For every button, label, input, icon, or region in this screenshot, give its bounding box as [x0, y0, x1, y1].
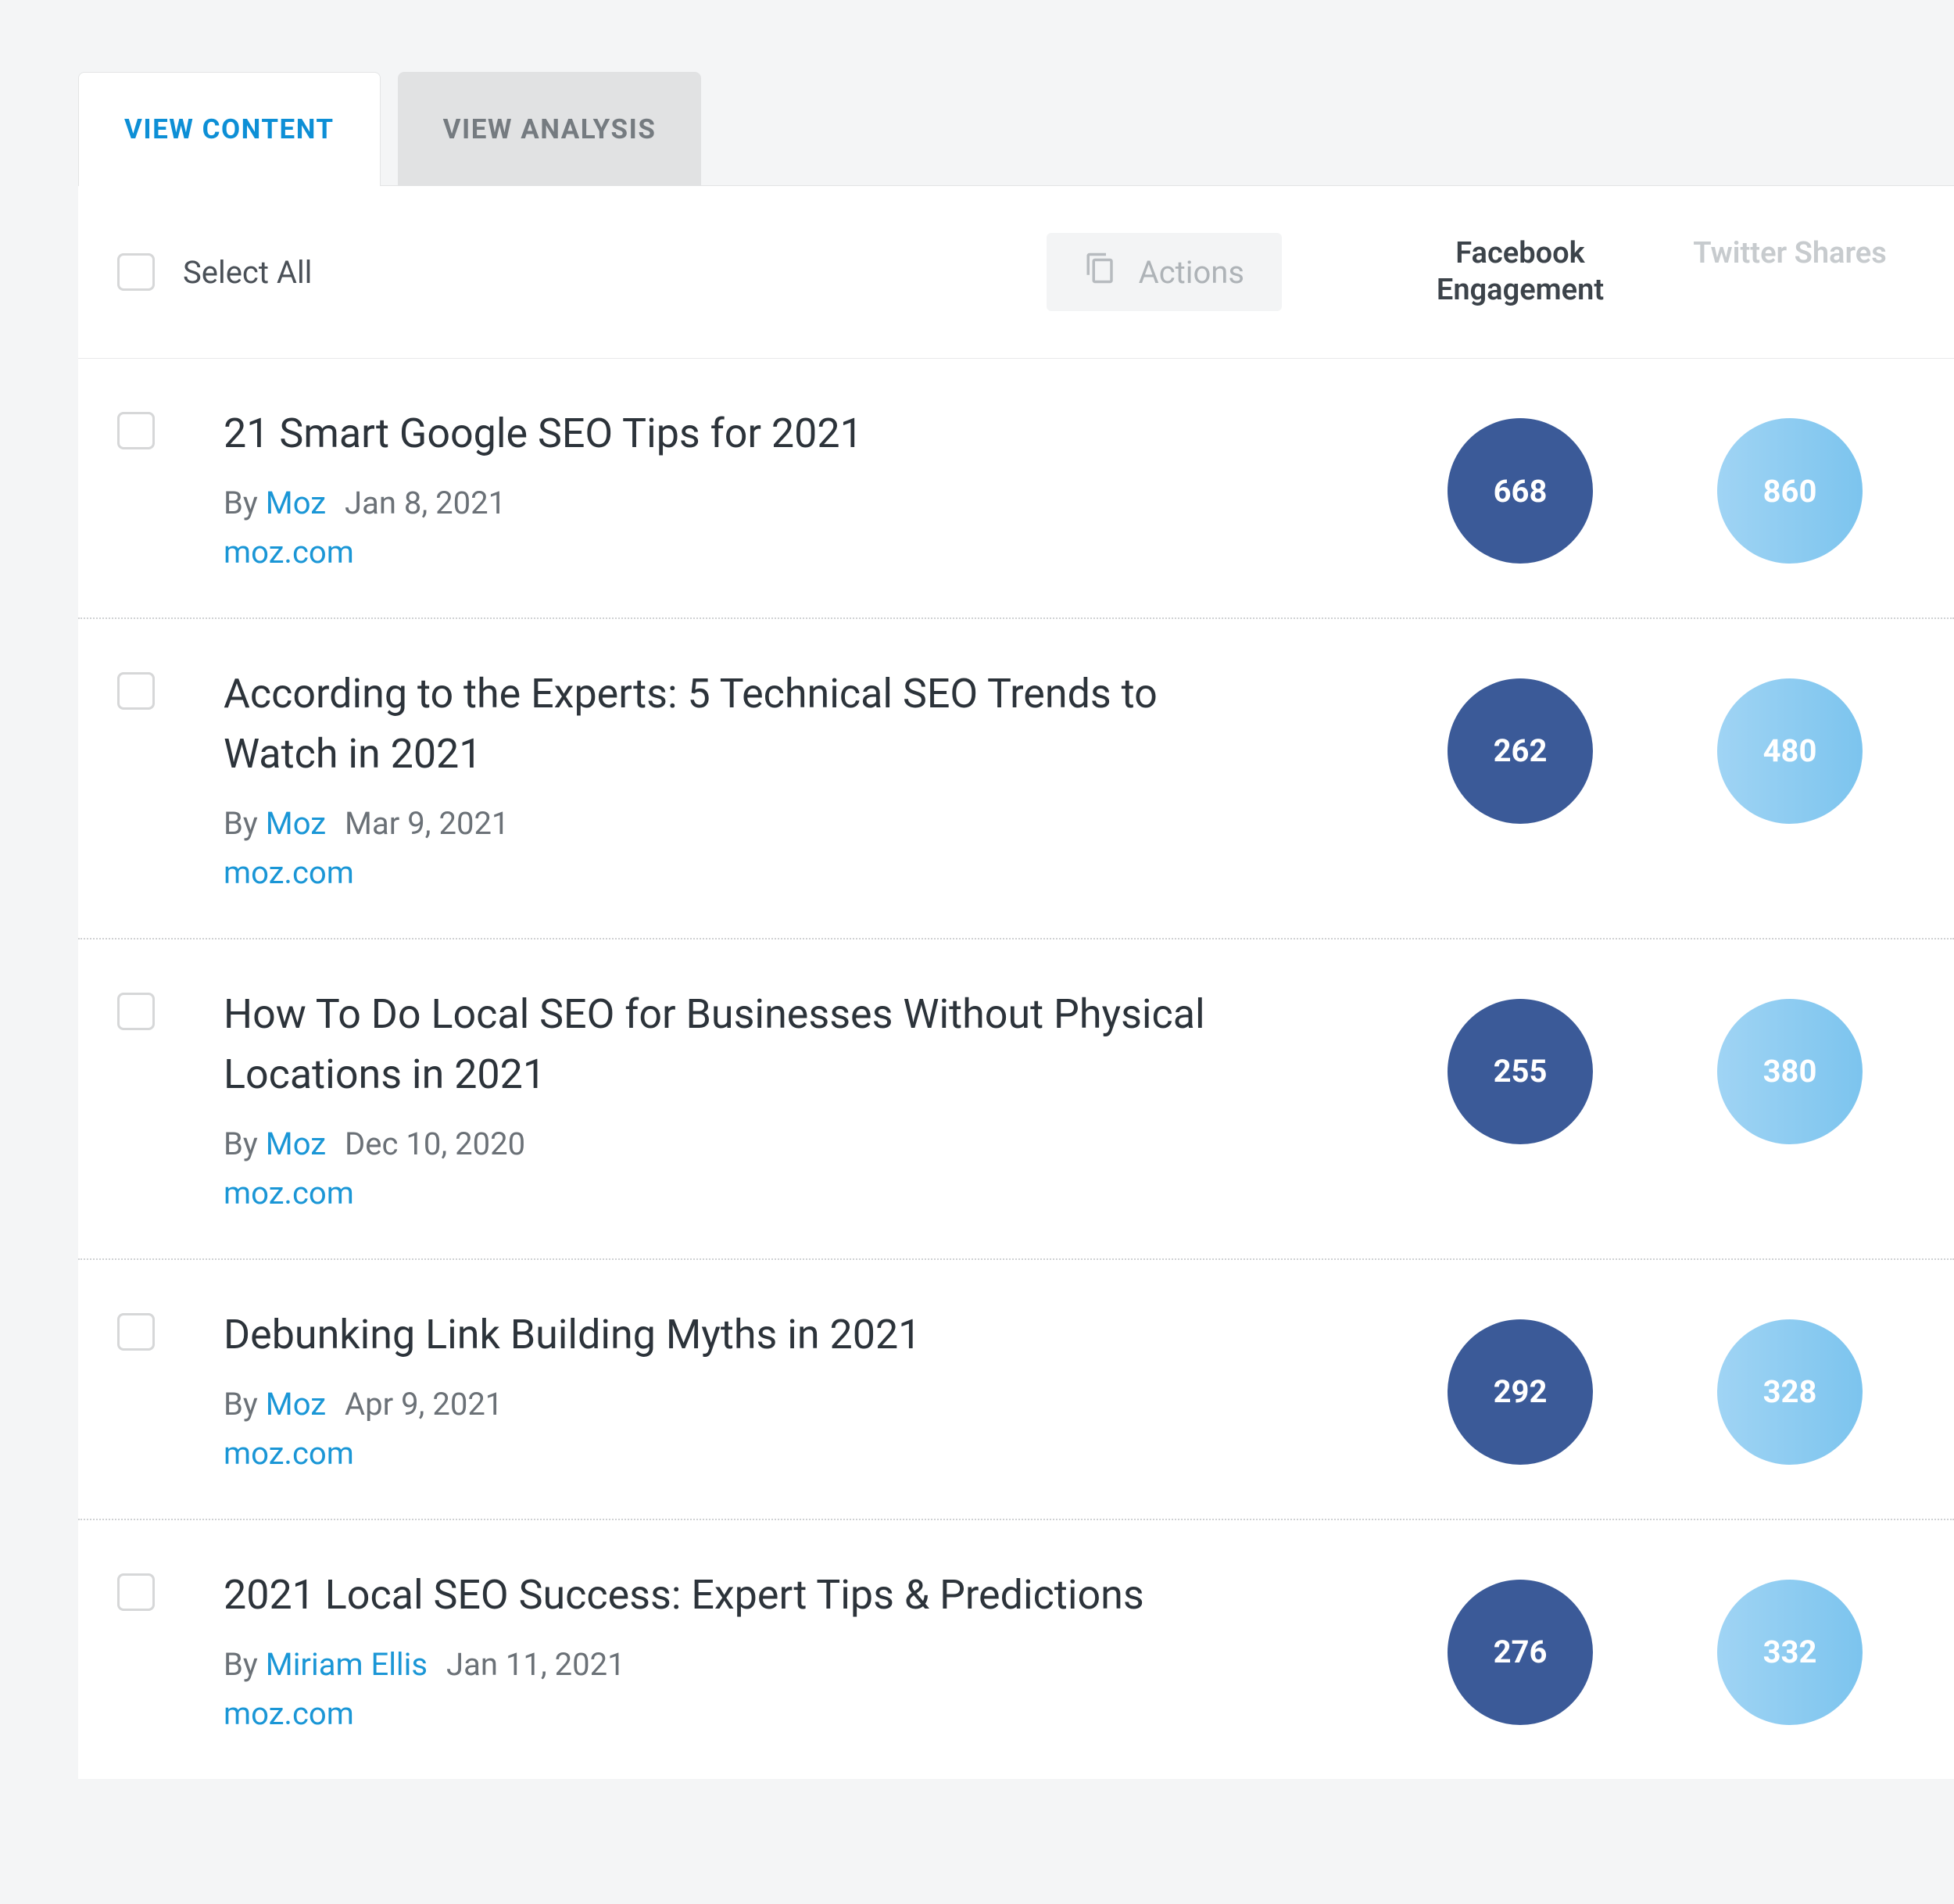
- article-title[interactable]: 2021 Local SEO Success: Expert Tips & Pr…: [224, 1566, 1271, 1626]
- metric-facebook: 668: [1376, 418, 1665, 564]
- by-label: By: [224, 805, 266, 842]
- row-metrics: 255 380: [1376, 985, 1915, 1144]
- article-byline: By Moz Jan 8, 2021: [224, 485, 1271, 521]
- row-checkbox[interactable]: [117, 993, 155, 1030]
- row-content: 21 Smart Google SEO Tips for 2021 By Moz…: [224, 404, 1271, 571]
- by-label: By: [224, 1386, 266, 1423]
- col-twitter[interactable]: Twitter Shares: [1665, 235, 1915, 310]
- results-panel: Select All Actions Facebook Engagement T…: [78, 185, 1954, 1779]
- toolbar: Select All Actions Facebook Engagement T…: [78, 186, 1954, 358]
- by-label: By: [224, 1646, 266, 1683]
- row-content: Debunking Link Building Myths in 2021 By…: [224, 1305, 1271, 1472]
- article-byline: By Moz Apr 9, 2021: [224, 1386, 1271, 1423]
- article-date: Apr 9, 2021: [345, 1386, 503, 1423]
- result-row: 21 Smart Google SEO Tips for 2021 By Moz…: [78, 358, 1954, 617]
- column-headers: Facebook Engagement Twitter Shares: [1376, 235, 1915, 310]
- by-label: By: [224, 485, 266, 521]
- twitter-bubble: 328: [1717, 1319, 1863, 1465]
- article-date: Jan 11, 2021: [446, 1646, 625, 1683]
- row-checkbox[interactable]: [117, 1313, 155, 1351]
- article-byline: By Miriam Ellis Jan 11, 2021: [224, 1646, 1271, 1683]
- row-content: 2021 Local SEO Success: Expert Tips & Pr…: [224, 1566, 1271, 1732]
- metric-twitter: 860: [1665, 418, 1915, 564]
- facebook-bubble: 276: [1448, 1580, 1593, 1725]
- twitter-bubble: 332: [1717, 1580, 1863, 1725]
- row-metrics: 292 328: [1376, 1305, 1915, 1465]
- article-domain[interactable]: moz.com: [224, 534, 1271, 571]
- metric-twitter: 480: [1665, 678, 1915, 824]
- twitter-bubble: 380: [1717, 999, 1863, 1144]
- twitter-bubble: 480: [1717, 678, 1863, 824]
- article-date: Mar 9, 2021: [345, 805, 509, 842]
- article-author[interactable]: Moz: [266, 805, 326, 842]
- metric-facebook: 262: [1376, 678, 1665, 824]
- article-author[interactable]: Moz: [266, 485, 326, 521]
- article-domain[interactable]: moz.com: [224, 1695, 1271, 1732]
- article-title[interactable]: 21 Smart Google SEO Tips for 2021: [224, 404, 1271, 464]
- article-date: Jan 8, 2021: [345, 485, 506, 521]
- twitter-bubble: 860: [1717, 418, 1863, 564]
- tab-view-content[interactable]: VIEW CONTENT: [78, 72, 381, 186]
- copy-icon: [1084, 252, 1117, 292]
- row-checkbox[interactable]: [117, 672, 155, 710]
- row-checkbox[interactable]: [117, 1573, 155, 1611]
- metric-facebook: 276: [1376, 1580, 1665, 1725]
- row-content: How To Do Local SEO for Businesses Witho…: [224, 985, 1271, 1211]
- article-byline: By Moz Mar 9, 2021: [224, 805, 1271, 842]
- result-row: 2021 Local SEO Success: Expert Tips & Pr…: [78, 1519, 1954, 1779]
- facebook-bubble: 255: [1448, 999, 1593, 1144]
- article-author[interactable]: Moz: [266, 1126, 326, 1162]
- result-row: How To Do Local SEO for Businesses Witho…: [78, 938, 1954, 1258]
- result-row: According to the Experts: 5 Technical SE…: [78, 617, 1954, 938]
- row-content: According to the Experts: 5 Technical SE…: [224, 664, 1271, 891]
- article-domain[interactable]: moz.com: [224, 854, 1271, 891]
- tab-view-analysis[interactable]: VIEW ANALYSIS: [398, 72, 702, 186]
- row-checkbox[interactable]: [117, 412, 155, 449]
- results-list: 21 Smart Google SEO Tips for 2021 By Moz…: [78, 358, 1954, 1779]
- select-all-label: Select All: [183, 254, 312, 291]
- actions-button[interactable]: Actions: [1047, 233, 1282, 311]
- facebook-bubble: 668: [1448, 418, 1593, 564]
- tab-bar: VIEW CONTENT VIEW ANALYSIS: [78, 72, 1954, 186]
- actions-label: Actions: [1139, 254, 1244, 291]
- article-domain[interactable]: moz.com: [224, 1175, 1271, 1211]
- article-title[interactable]: According to the Experts: 5 Technical SE…: [224, 664, 1271, 785]
- metric-facebook: 255: [1376, 999, 1665, 1144]
- metric-twitter: 380: [1665, 999, 1915, 1144]
- article-title[interactable]: Debunking Link Building Myths in 2021: [224, 1305, 1271, 1365]
- col-facebook[interactable]: Facebook Engagement: [1376, 235, 1665, 310]
- article-date: Dec 10, 2020: [345, 1126, 525, 1162]
- row-metrics: 276 332: [1376, 1566, 1915, 1725]
- article-author[interactable]: Moz: [266, 1386, 326, 1423]
- result-row: Debunking Link Building Myths in 2021 By…: [78, 1258, 1954, 1519]
- content-panel: VIEW CONTENT VIEW ANALYSIS Select All Ac…: [0, 0, 1954, 1779]
- by-label: By: [224, 1126, 266, 1162]
- row-metrics: 668 860: [1376, 404, 1915, 564]
- article-author[interactable]: Miriam Ellis: [266, 1646, 428, 1683]
- facebook-bubble: 262: [1448, 678, 1593, 824]
- article-title[interactable]: How To Do Local SEO for Businesses Witho…: [224, 985, 1271, 1105]
- select-all-checkbox[interactable]: [117, 253, 155, 291]
- metric-twitter: 328: [1665, 1319, 1915, 1465]
- metric-twitter: 332: [1665, 1580, 1915, 1725]
- article-byline: By Moz Dec 10, 2020: [224, 1126, 1271, 1162]
- row-metrics: 262 480: [1376, 664, 1915, 824]
- facebook-bubble: 292: [1448, 1319, 1593, 1465]
- metric-facebook: 292: [1376, 1319, 1665, 1465]
- article-domain[interactable]: moz.com: [224, 1435, 1271, 1472]
